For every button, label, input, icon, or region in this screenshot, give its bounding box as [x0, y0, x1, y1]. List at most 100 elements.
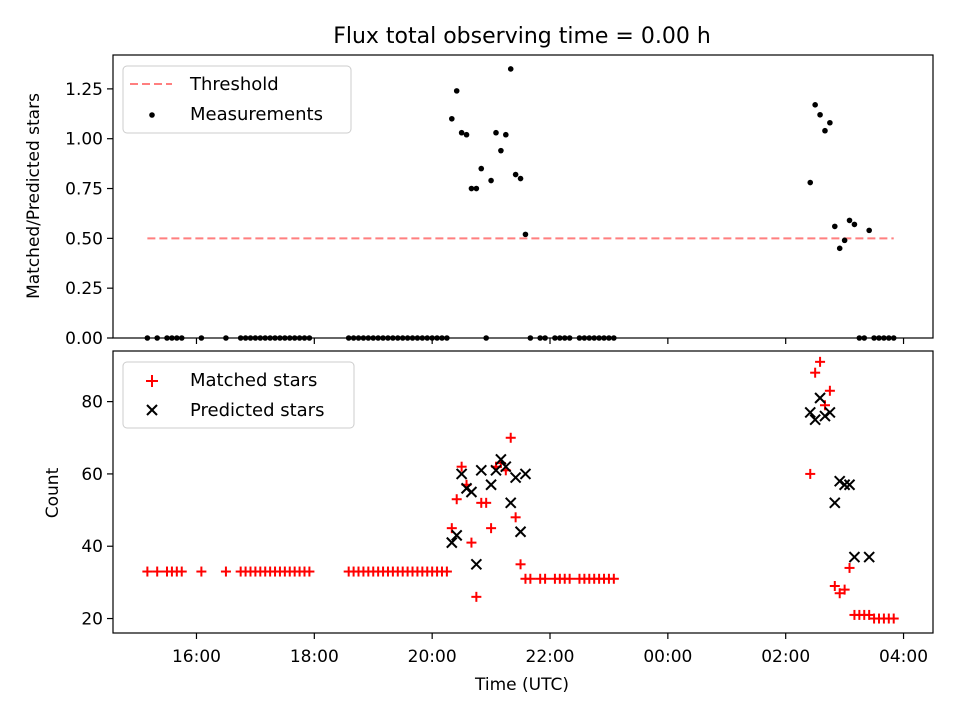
bottom-legend: Matched stars Predicted stars: [122, 361, 355, 429]
predicted-star-point: [500, 460, 512, 473]
matched-star-point: [515, 559, 526, 570]
matched-star-point: [540, 573, 551, 584]
top-panel-y-axis-label: Matched/Predicted stars: [24, 93, 44, 299]
measurement-point: [517, 175, 524, 182]
matched-star-point: [564, 573, 575, 584]
bottom-panel-marks: [142, 356, 899, 624]
measurement-point: [453, 88, 460, 94]
matched-star-point: [888, 613, 899, 624]
measurement-point: [836, 245, 843, 252]
x-tick-label: 22:00: [526, 647, 575, 667]
measurement-point: [498, 147, 504, 154]
measurement-point: [488, 177, 494, 184]
bottom-legend-box: [122, 361, 355, 429]
top-y-tick-label: 1.25: [65, 80, 103, 100]
matched-star-point: [451, 494, 462, 505]
matched-star-point: [466, 537, 477, 548]
figure-title: Flux total observing time = 0.00 h: [333, 24, 711, 49]
matched-star-point: [810, 367, 821, 378]
predicted-star-point: [470, 558, 483, 571]
measurement-point: [866, 227, 872, 234]
top-panel-marks: [144, 66, 897, 341]
measurement-point: [503, 131, 509, 138]
x-tick-label: 18:00: [290, 647, 339, 667]
measurement-point: [493, 129, 499, 136]
measurement-point: [846, 217, 853, 224]
legend-threshold-label: Threshold: [189, 74, 279, 95]
matched-star-point: [505, 432, 516, 443]
predicted-star-point: [465, 486, 478, 498]
bottom-panel-frame: [112, 350, 934, 634]
predicted-star-point: [455, 468, 468, 480]
x-tick-label: 04:00: [879, 647, 928, 667]
x-tick-label: 20:00: [408, 647, 457, 667]
x-tick-label: 02:00: [761, 647, 810, 667]
legend-matched-swatch: [146, 375, 158, 387]
bottom-panel-x-ticks: 16:00 18:00 20:00 22:00 00:00 02:00 04:00: [172, 633, 928, 667]
measurement-point: [522, 231, 529, 238]
predicted-star-point: [514, 526, 527, 538]
x-tick-label: 00:00: [643, 647, 692, 667]
top-legend-box: [122, 65, 352, 134]
matched-star-point: [152, 566, 163, 577]
top-y-tick-label: 0.00: [65, 329, 103, 349]
matched-star-point: [456, 461, 467, 472]
measurement-point: [851, 221, 858, 228]
predicted-star-point: [809, 413, 821, 426]
predicted-star-point: [838, 479, 851, 491]
legend-predicted-swatch: [146, 404, 158, 416]
matched-star-point: [839, 584, 850, 595]
x-tick-label: 16:00: [172, 647, 221, 667]
bottom-y-tick-label: 40: [81, 537, 103, 557]
top-panel-x-ticks: [195, 338, 905, 344]
bottom-y-tick-label: 20: [81, 610, 103, 630]
matched-star-point: [805, 468, 816, 479]
predicted-star-point: [848, 551, 861, 563]
measurement-point: [831, 223, 838, 230]
predicted-star-point: [485, 479, 497, 491]
bottom-panel-y-axis-label: Count: [43, 467, 63, 518]
matched-star-point: [829, 581, 840, 591]
predicted-star-point: [509, 471, 522, 484]
predicted-star-point: [814, 392, 826, 404]
measurement-point: [841, 237, 848, 244]
legend-measurements-swatch: [149, 112, 155, 118]
matched-star-point: [510, 512, 521, 523]
predicted-star-point: [495, 453, 507, 466]
matched-star-point: [844, 562, 855, 573]
measurement-point: [449, 115, 455, 122]
matched-star-point: [824, 385, 835, 396]
predicted-star-point: [863, 551, 875, 563]
top-y-tick-label: 0.75: [65, 180, 103, 200]
predicted-star-point: [829, 497, 841, 509]
predicted-star-point: [451, 529, 463, 542]
matched-star-point: [304, 566, 315, 577]
predicted-star-point: [475, 464, 487, 477]
matched-star-point: [196, 566, 207, 577]
measurement-point: [822, 127, 828, 134]
top-y-tick-label: 0.50: [65, 229, 103, 249]
predicted-star-point: [804, 406, 816, 419]
measurement-point: [478, 165, 485, 172]
measurement-point: [512, 171, 519, 178]
bottom-y-tick-label: 60: [81, 465, 103, 485]
measurement-point: [473, 185, 480, 192]
predicted-star-point: [446, 536, 458, 549]
matched-star-point: [220, 566, 231, 577]
top-legend: Threshold Measurements: [122, 65, 352, 134]
measurement-point: [468, 185, 475, 192]
bottom-y-tick-label: 80: [81, 393, 103, 413]
x-axis-label: Time (UTC): [474, 675, 569, 695]
matched-star-point: [486, 523, 497, 534]
measurement-point: [507, 66, 514, 72]
bottom-panel: 20 40 60 80 16:00 18:00 20:00 22:00 00:00 02:00 0…: [43, 350, 934, 695]
matched-star-point: [441, 566, 452, 577]
measurement-point: [807, 179, 814, 186]
measurement-point: [458, 129, 465, 136]
matched-star-point: [608, 573, 619, 584]
matched-star-point: [176, 566, 187, 577]
measurement-point: [463, 131, 470, 138]
measurement-point: [827, 119, 833, 126]
matched-star-point: [815, 356, 826, 367]
measurement-point: [817, 111, 823, 118]
